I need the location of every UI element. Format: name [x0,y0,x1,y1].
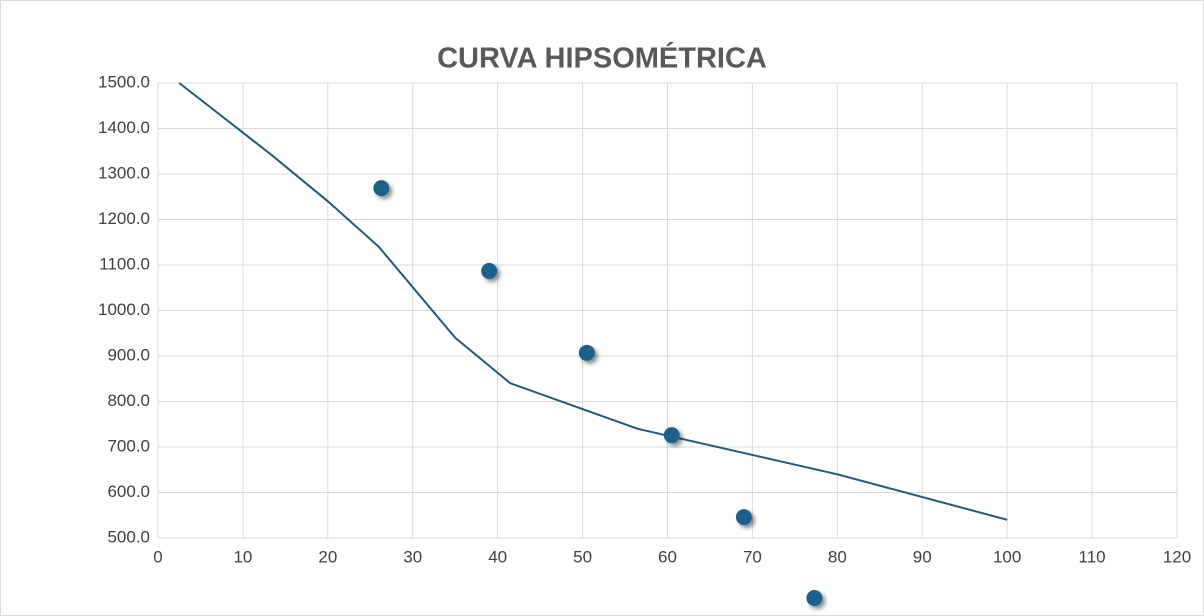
x-tick-label: 0 [153,547,162,566]
y-tick-label: 600.0 [107,482,150,501]
x-tick-label: 120 [1163,547,1191,566]
x-tick-label: 90 [913,547,932,566]
y-tick-label: 500.0 [107,527,150,546]
y-tick-label: 1400.0 [98,118,150,137]
x-tick-label: 30 [403,547,422,566]
y-tick-label: 700.0 [107,436,150,455]
x-tick-label: 50 [573,547,592,566]
y-tick-label: 800.0 [107,391,150,410]
data-point [578,344,595,361]
x-tick-label: 20 [318,547,337,566]
y-tick-label: 1100.0 [99,254,150,273]
data-point [806,590,823,607]
data-point [373,180,390,197]
x-tick-label: 40 [488,547,507,566]
y-tick-label: 1000.0 [98,300,150,319]
x-tick-label: 60 [658,547,677,566]
y-tick-label: 900.0 [107,345,150,364]
y-tick-label: 1300.0 [98,163,150,182]
x-tick-label: 80 [828,547,847,566]
data-point [663,427,680,444]
x-tick-label: 10 [233,547,252,566]
data-point [481,262,498,279]
y-tick-label: 1200.0 [98,209,150,228]
x-tick-label: 110 [1079,547,1106,566]
x-tick-label: 100 [993,547,1021,566]
y-tick-label: 1500.0 [98,72,150,91]
data-point [735,509,752,526]
line-series [178,82,1008,521]
x-tick-label: 70 [743,547,762,566]
chart-title: CURVA HIPSOMÉTRICA [437,41,767,75]
